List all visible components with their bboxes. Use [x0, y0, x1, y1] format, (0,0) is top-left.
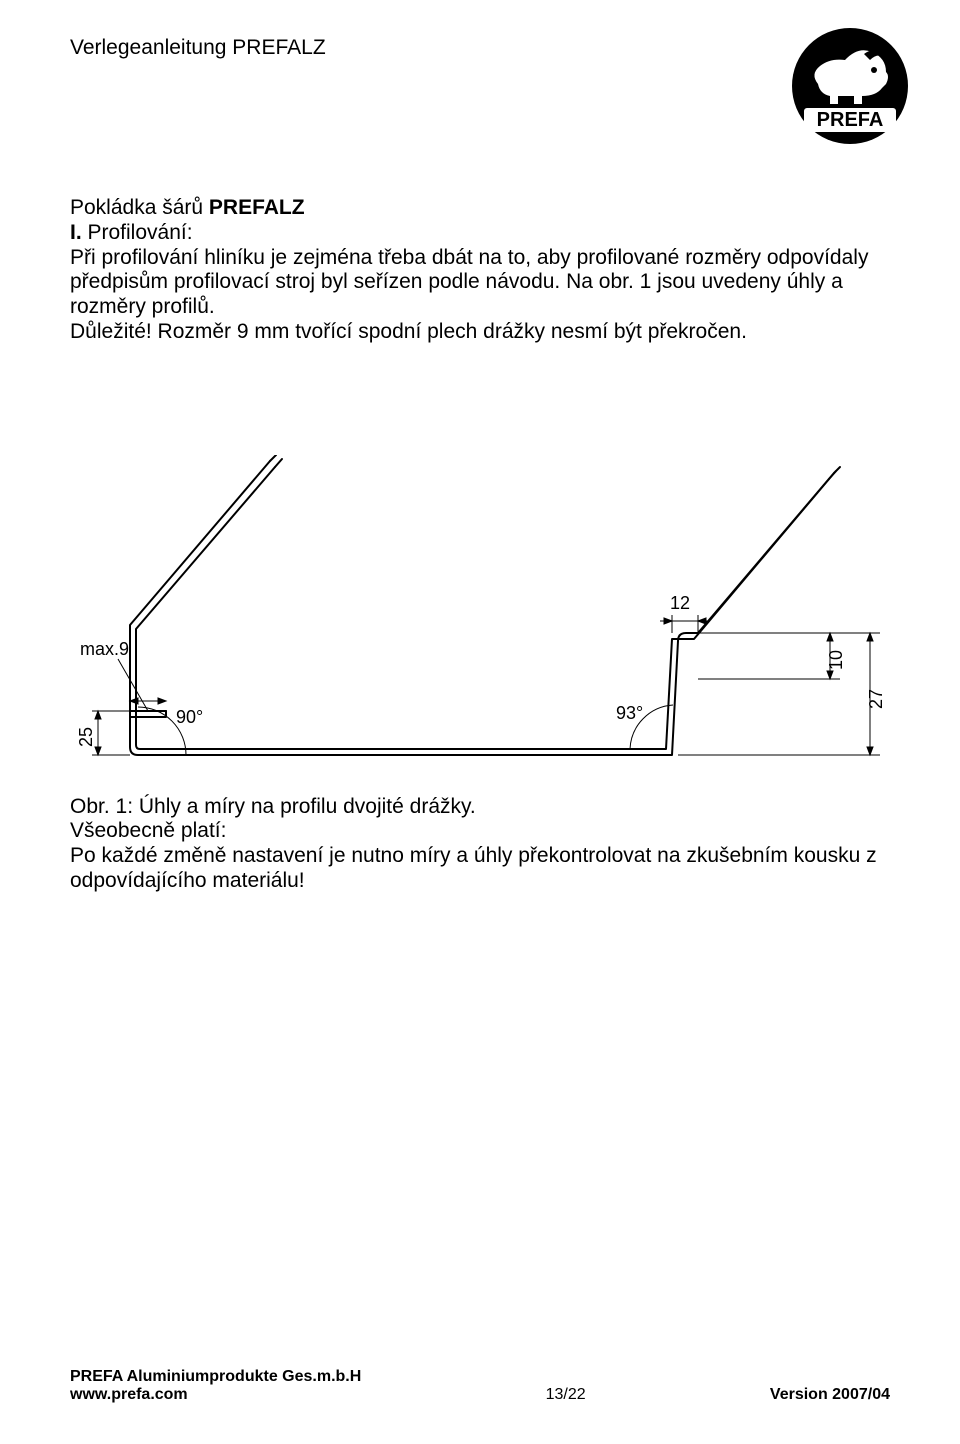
section-label: Profilování: — [82, 221, 193, 244]
footer-version: Version 2007/04 — [770, 1386, 890, 1404]
dim-12: 12 — [670, 593, 690, 613]
title-prefix: Pokládka šárů — [70, 196, 209, 219]
header-title: Verlegeanleitung PREFALZ — [70, 36, 326, 60]
dim-max9: max.9 — [80, 639, 129, 659]
section-heading: I. Profilování: — [70, 221, 890, 246]
general-text: Po každé změně nastavení je nutno míry a… — [70, 844, 877, 892]
diagram-container: max.9 25 90° — [70, 455, 890, 795]
general-note: Všeobecně platí: Po každé změně nastaven… — [70, 819, 890, 893]
general-label: Všeobecně platí: — [70, 819, 226, 842]
footer-page-number: 13/22 — [361, 1386, 770, 1404]
content: Pokládka šárů PREFALZ I. Profilování: Př… — [70, 196, 890, 894]
section-number: I. — [70, 221, 82, 244]
profile-diagram: max.9 25 90° — [70, 455, 890, 795]
page-header: Verlegeanleitung PREFALZ PREFA — [70, 36, 890, 146]
footer-url: www.prefa.com — [70, 1386, 188, 1403]
paragraph-1: Při profilování hliníku je zejména třeba… — [70, 246, 890, 320]
angle-90: 90° — [176, 707, 203, 727]
content-title: Pokládka šárů PREFALZ — [70, 196, 890, 221]
dim-27: 27 — [866, 689, 886, 709]
page: Verlegeanleitung PREFALZ PREFA Pokládka — [0, 0, 960, 1444]
dim-25: 25 — [76, 727, 96, 747]
footer-left: PREFA Aluminiumprodukte Ges.m.b.H www.pr… — [70, 1368, 361, 1404]
page-footer: PREFA Aluminiumprodukte Ges.m.b.H www.pr… — [70, 1368, 890, 1404]
angle-93: 93° — [616, 703, 643, 723]
footer-company: PREFA Aluminiumprodukte Ges.m.b.H — [70, 1368, 361, 1385]
figure-caption: Obr. 1: Úhly a míry na profilu dvojité d… — [70, 795, 890, 820]
title-bold: PREFALZ — [209, 196, 305, 219]
logo-text: PREFA — [817, 109, 884, 131]
prefa-logo: PREFA — [790, 26, 910, 146]
dim-10: 10 — [826, 650, 846, 670]
paragraph-2: Důležité! Rozměr 9 mm tvořící spodní ple… — [70, 320, 890, 345]
